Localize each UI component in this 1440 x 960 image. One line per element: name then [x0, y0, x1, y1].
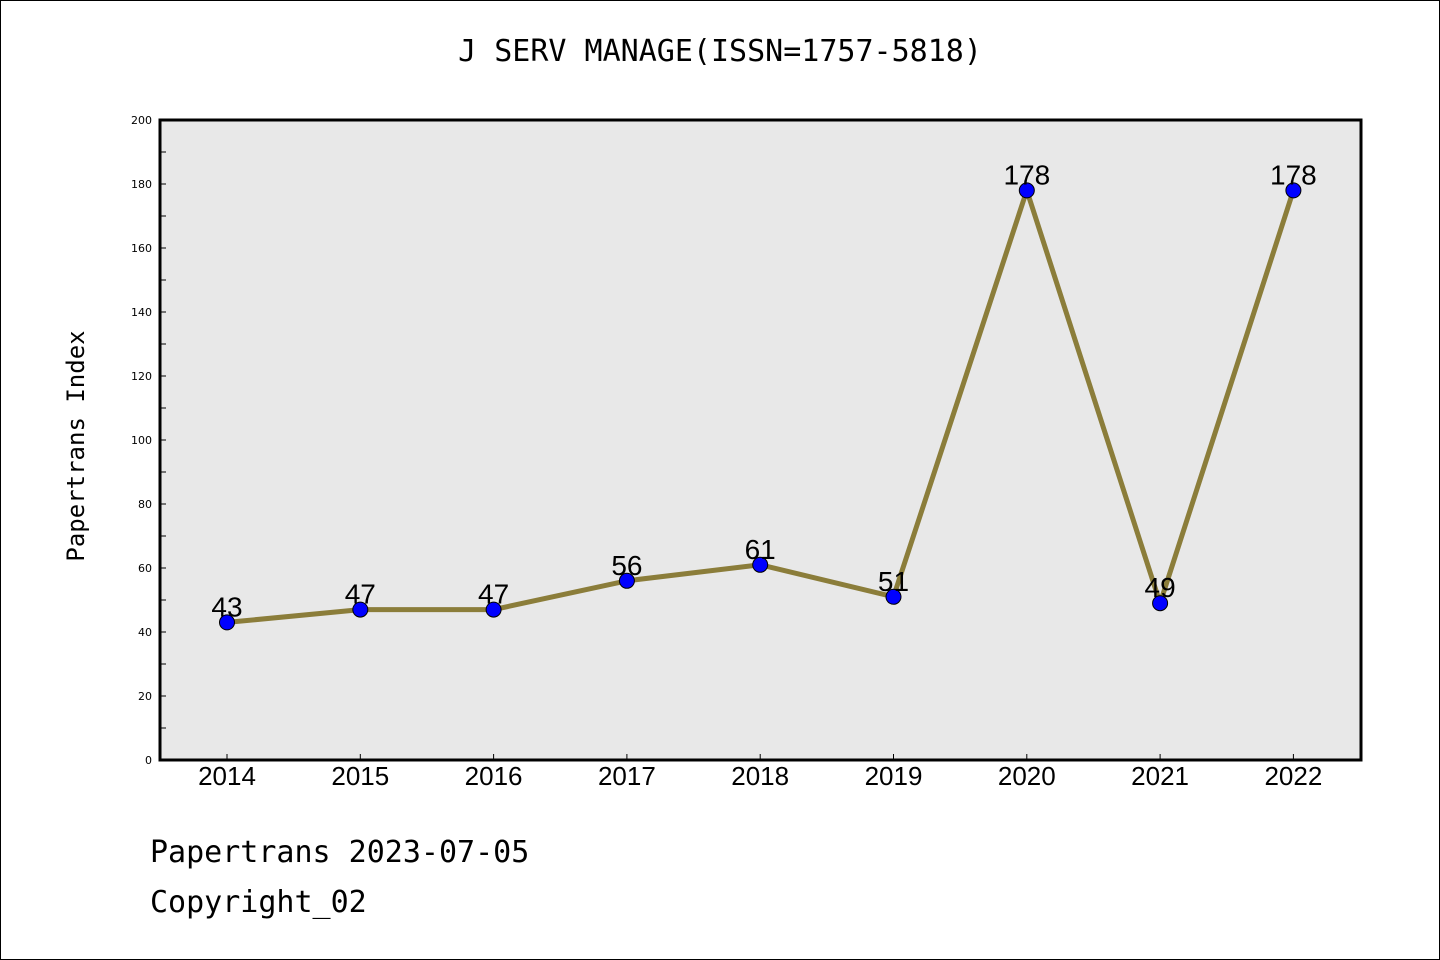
- data-label: 47: [345, 579, 376, 610]
- data-point: [219, 614, 235, 631]
- y-tick-label: 80: [138, 498, 152, 511]
- footer-date: Papertrans 2023-07-05: [150, 835, 530, 870]
- data-label: 61: [745, 534, 776, 565]
- x-axis-ticks: 2014 2015 2016 2017 2018 2019 2020 2021 2022: [198, 754, 1322, 791]
- data-label: 47: [478, 579, 509, 610]
- x-tick-label: 2014: [198, 761, 256, 791]
- data-label: 56: [611, 550, 642, 581]
- y-tick-label: 160: [131, 242, 152, 255]
- data-point: [885, 588, 902, 605]
- x-tick-label: 2020: [998, 761, 1056, 791]
- data-labels-group: 43 47 47 56 61 51 178 49 178: [211, 159, 1316, 622]
- y-tick-label: 120: [131, 370, 152, 383]
- data-point: [618, 572, 635, 589]
- series-group: [219, 182, 1302, 631]
- plot-border: [158, 118, 1363, 762]
- y-axis-ticks: 0 20 40 60 80 100 120 140 160 180 200: [131, 114, 166, 767]
- data-label: 178: [1270, 159, 1317, 190]
- x-tick-label: 2022: [1264, 761, 1322, 791]
- y-tick-label: 180: [131, 178, 152, 191]
- data-point: [1152, 595, 1169, 612]
- x-tick-label: 2017: [598, 761, 656, 791]
- data-label: 51: [878, 566, 909, 597]
- y-tick-label: 20: [138, 690, 152, 703]
- footer-copyright: Copyright_02: [150, 885, 367, 920]
- y-tick-label: 0: [145, 754, 152, 767]
- data-label: 178: [1003, 159, 1050, 190]
- x-tick-label: 2018: [731, 761, 789, 791]
- y-tick-label: 100: [131, 434, 152, 447]
- data-point: [1285, 182, 1302, 199]
- x-tick-label: 2015: [331, 761, 389, 791]
- data-label: 49: [1145, 572, 1176, 603]
- x-tick-label: 2016: [465, 761, 523, 791]
- data-point: [485, 601, 502, 618]
- y-tick-label: 200: [131, 114, 152, 127]
- y-tick-label: 40: [138, 626, 152, 639]
- data-label: 43: [211, 591, 242, 622]
- y-tick-label: 60: [138, 562, 152, 575]
- x-tick-label: 2021: [1131, 761, 1189, 791]
- x-tick-label: 2019: [865, 761, 923, 791]
- data-point: [1018, 182, 1035, 199]
- y-tick-label: 140: [131, 306, 152, 319]
- chart-title: J SERV MANAGE(ISSN=1757-5818): [458, 34, 982, 69]
- data-point: [352, 601, 369, 618]
- plot-area: [160, 120, 1361, 760]
- data-point: [752, 556, 769, 573]
